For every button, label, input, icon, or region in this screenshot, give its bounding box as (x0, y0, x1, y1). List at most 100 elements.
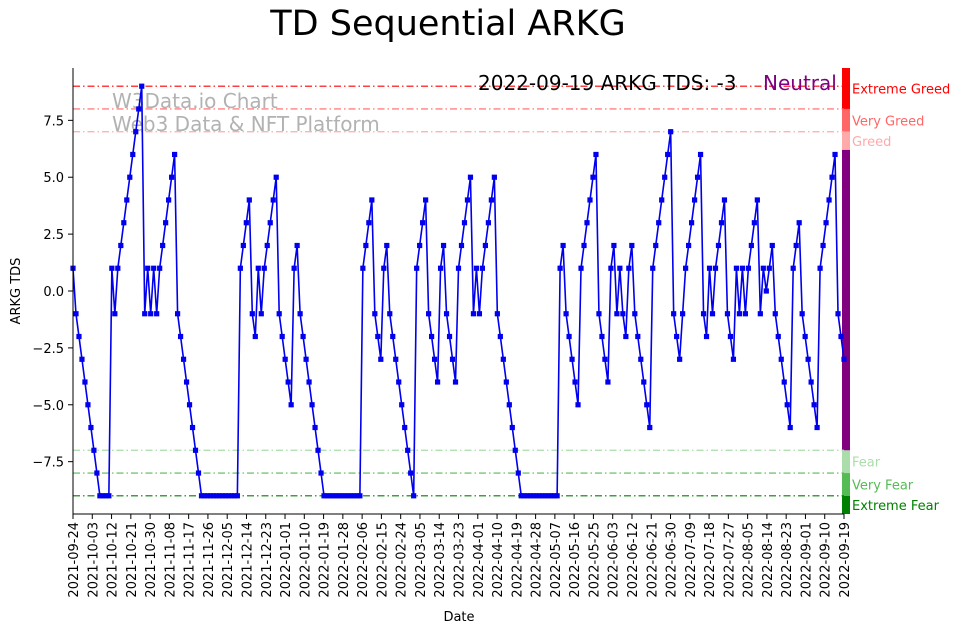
data-point (709, 311, 716, 317)
data-point (721, 197, 728, 203)
x-tick-label: 2021-09-24 (67, 522, 82, 598)
x-tick-label: 2022-05-16 (568, 522, 583, 598)
data-point (694, 174, 701, 180)
data-point (249, 311, 255, 317)
x-tick-label: 2022-06-03 (607, 522, 622, 598)
data-point (336, 493, 342, 499)
data-point (712, 265, 719, 271)
data-point (381, 265, 387, 271)
data-point (799, 311, 805, 317)
band-fear (842, 450, 850, 474)
data-point (805, 356, 811, 362)
x-tick-label: 2021-11-08 (163, 522, 178, 598)
data-point (115, 265, 121, 271)
data-point (617, 265, 623, 271)
data-point (742, 311, 748, 317)
data-point (671, 311, 677, 317)
data-point (452, 379, 459, 385)
data-point (378, 356, 384, 362)
data-point (647, 424, 653, 431)
data-point (142, 311, 148, 317)
band-extreme-fear (842, 495, 850, 514)
data-point (91, 447, 97, 453)
x-tick-label: 2022-06-30 (665, 522, 680, 598)
data-point (429, 333, 435, 340)
data-point (357, 493, 363, 499)
data-point (426, 311, 432, 317)
data-point (189, 424, 196, 431)
x-tick-label: 2022-06-12 (626, 522, 641, 598)
data-point (405, 447, 411, 453)
data-point (775, 333, 781, 340)
data-point (697, 151, 704, 158)
data-point (440, 242, 447, 249)
data-point (784, 402, 790, 408)
data-point (97, 493, 103, 499)
data-point (512, 447, 518, 453)
data-point (157, 265, 163, 271)
data-point (145, 265, 151, 271)
data-point (237, 265, 243, 271)
data-point (686, 242, 692, 249)
data-point (294, 242, 300, 249)
data-point (817, 265, 823, 271)
data-point (342, 493, 348, 499)
data-point (733, 265, 740, 271)
watermark: W3Data.io Chart Web3 Data & NFT Platform (112, 89, 380, 136)
data-point (584, 220, 590, 226)
x-tick-label: 2021-10-03 (86, 522, 101, 598)
data-point (587, 197, 593, 203)
data-point (626, 265, 632, 271)
data-point (82, 379, 88, 385)
data-point (554, 493, 560, 499)
data-point (396, 379, 402, 385)
data-point (85, 402, 91, 408)
y-ticks: −7.5 −5.0 −2.5 0.0 2.5 5.0 7.5 (32, 114, 73, 471)
data-point (656, 220, 662, 226)
data-point (632, 311, 638, 317)
x-tick-label: 2022-06-21 (645, 522, 660, 598)
data-point (369, 197, 375, 203)
x-tick-label: 2022-04-19 (510, 522, 525, 598)
data-point (76, 333, 82, 340)
data-point (124, 197, 130, 203)
data-point (285, 379, 291, 385)
x-tick-label: 2022-03-05 (414, 522, 429, 598)
data-point (300, 333, 306, 340)
data-point (243, 220, 249, 226)
data-point (677, 356, 683, 362)
data-point (476, 311, 483, 317)
data-point (73, 311, 79, 317)
x-tick-label: 2022-07-27 (722, 522, 737, 598)
data-point (674, 333, 680, 340)
x-tick-label: 2022-08-05 (742, 522, 757, 598)
data-point (393, 356, 399, 362)
data-point (551, 493, 557, 499)
data-point (494, 311, 500, 317)
data-point (306, 379, 312, 385)
data-point (103, 493, 109, 499)
data-point (151, 265, 157, 271)
data-point (163, 220, 169, 226)
data-point (811, 402, 817, 408)
data-point (458, 242, 465, 249)
data-point (464, 197, 471, 203)
data-point (192, 447, 199, 453)
band-extreme-greed (842, 68, 850, 109)
data-point (79, 356, 85, 362)
data-point (467, 174, 474, 180)
data-point (312, 424, 318, 431)
data-point (838, 333, 844, 340)
data-point (482, 242, 488, 249)
data-point (455, 265, 462, 271)
data-point (228, 493, 234, 499)
data-point (166, 197, 172, 203)
data-point (527, 493, 533, 499)
data-point (659, 197, 665, 203)
data-point (629, 242, 635, 249)
level-label-greed: Greed (852, 135, 891, 150)
data-point (366, 220, 372, 226)
data-point (524, 493, 530, 499)
x-tick-label: 2022-02-06 (356, 522, 371, 598)
data-point (186, 402, 193, 408)
